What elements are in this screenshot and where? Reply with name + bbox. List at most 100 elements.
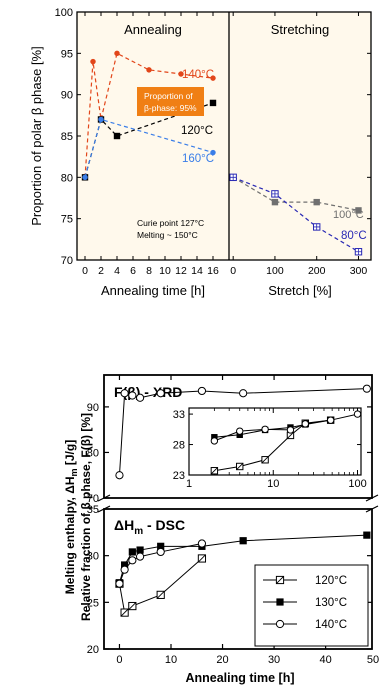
y-axis-label-fraction: Relative fraction of β phase, F(β) [%] [79,413,93,621]
data-point [363,531,371,539]
y-axis-label-unit: [J/g] [63,440,77,469]
bottom-frame [103,508,373,650]
y-tick-label: 100 [55,7,73,19]
inset-data-point [261,456,269,464]
panel-title: Stretching [271,22,330,37]
x-tick-label: 200 [308,265,326,277]
legend-label: 130°C [315,597,347,609]
legend-item-120c: 120°C [263,575,347,587]
data-point [209,99,217,107]
y-tick-label: 30 [87,551,99,563]
x-axis-label: Annealing time [h] [101,283,205,298]
legend-box [254,564,369,647]
y-tick-label: 75 [61,214,73,226]
data-point [156,389,165,398]
marker-hatch [276,576,284,584]
annotation-line: Proportion of [144,91,193,101]
y-tick-label: 70 [61,255,73,267]
inset-data-point [286,426,295,434]
data-point [355,207,362,214]
y-tick-label: 95 [61,48,73,60]
inset-data-point [326,416,335,424]
data-point [197,386,207,396]
x-tick-label: 50 [367,654,379,666]
stretching-panel: Stretching 0 100 200 300 Stretch [%] [229,12,368,298]
data-point [210,149,216,156]
x-tick-label: 40 [319,654,331,666]
data-point [115,579,124,588]
dsc-label: ΔHm - DSC [114,517,185,537]
data-point [313,198,320,206]
y-tick-label: 80 [61,172,73,184]
data-point [135,393,145,402]
x-tick-label: 16 [207,265,219,277]
inset-data-point [353,410,362,418]
legend-item-130c: 130°C [263,597,347,609]
data-point [197,554,207,563]
data-point [90,58,96,65]
data-point [210,75,216,81]
inset-series-line [214,419,331,438]
note-line: Curie point 127°C [137,218,204,228]
data-point [98,116,104,123]
series-label-140c: 140°C [182,69,214,81]
x-axis-label: Annealing time [h] [185,671,294,685]
series-label-100c: 100°C [333,209,364,221]
plot-frame [76,11,372,261]
series-label-160c: 160°C [182,153,214,165]
y-tick-label: 85 [61,131,73,143]
y-tick-label: 70 [87,493,99,505]
dsc-label-main: ΔH [114,517,134,533]
inset-x-tick-label: 1 [186,478,192,490]
legend-item-140c: 140°C [263,619,347,631]
inset-series-140c [210,410,362,445]
data-point [362,384,371,393]
series-140c [115,539,207,588]
x-tick-label: 8 [146,265,152,277]
inset-y-tick-label: 33 [173,409,185,421]
y-tick-label: 20 [87,644,99,656]
data-point [271,190,279,198]
legend-marker [276,598,284,606]
data-point [156,590,165,599]
legend-marker [275,619,285,629]
data-point [121,561,129,569]
x-tick-label: 300 [350,265,368,277]
x-tick-label: 100 [266,265,284,277]
legend-label: 140°C [315,619,347,631]
y-tick-label: 90 [61,90,73,102]
data-point [354,248,363,256]
series-Fβ [115,384,371,480]
data-point [128,601,137,611]
x-tick-label: 6 [130,265,136,277]
y-axis-label-enthalpy: Melting enthalpy, ΔHm [J/g] [63,440,79,594]
marker-cross [313,223,320,231]
data-point [157,542,165,550]
data-point [239,389,248,398]
series-label-120c: 120°C [181,125,213,137]
x-tick-label: 20 [216,654,228,666]
data-point [113,132,121,140]
x-tick-label: 30 [268,654,280,666]
marker-hatch [156,590,165,599]
note-line: Melting ~ 150°C [137,230,198,240]
y-axis-label: Proportion of polar β phase [%] [29,46,44,225]
x-tick-label: 0 [82,265,88,277]
y-tick-label: 25 [87,597,99,609]
dsc-label-subscript: m [134,526,143,537]
data-point [128,548,136,556]
data-point [120,608,129,617]
marker-cross [229,174,237,181]
inset-chart: 23 28 33 1 10 100 [173,407,367,490]
legend-marker [275,575,285,585]
enthalpy-chart: 0 10 20 30 40 50 Annealing time [h] 70 80 90 20 25 3… [63,374,379,685]
marker-hatch [286,431,294,439]
data-point [229,173,237,182]
y-axis-label-subscript: m [69,468,79,476]
data-point [114,50,120,57]
top-frame [103,374,373,499]
annotation-box: Proportion of β-phase: 95% [137,87,204,116]
